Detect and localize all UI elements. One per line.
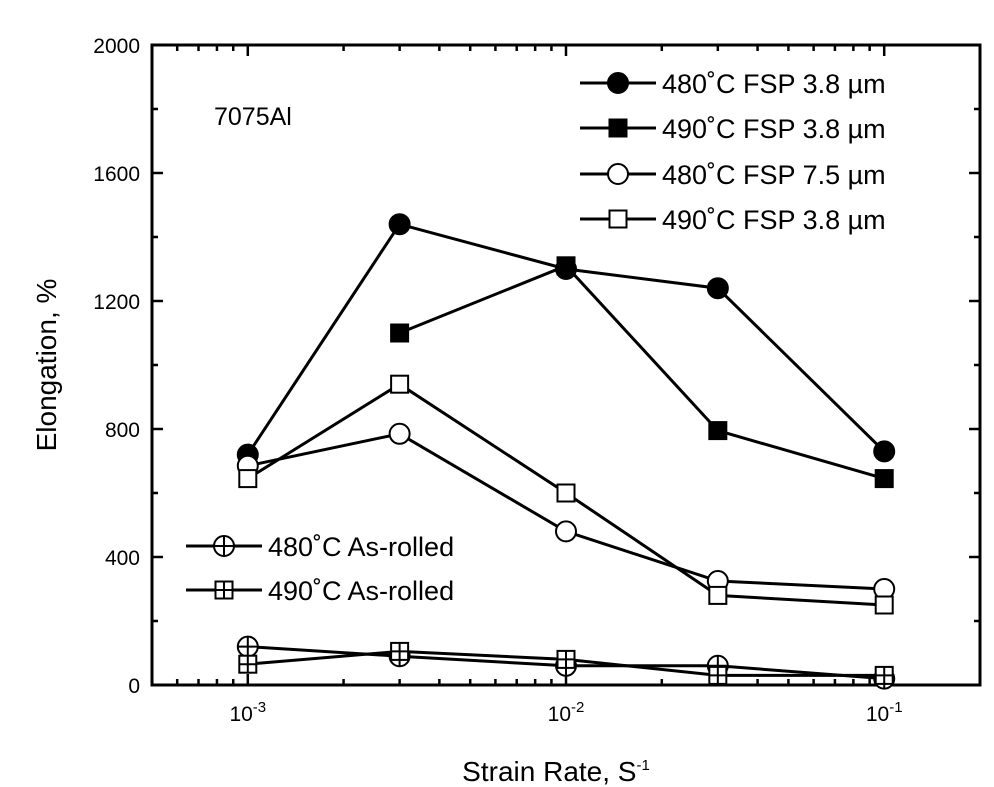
data-point-s2-2 (556, 256, 576, 276)
x-tick-exponent: -2 (571, 699, 584, 716)
data-point-s2-4 (874, 469, 894, 489)
data-point-s3-2 (388, 422, 411, 445)
legend-label: 480˚C FSP 7.5 µm (662, 160, 886, 190)
y-tick-label: 2000 (93, 35, 140, 58)
data-point-s2-1 (390, 323, 410, 343)
legend-label: 490˚C FSP 3.8 µm (662, 114, 886, 144)
x-axis-title: Strain Rate, S-1 (462, 756, 650, 787)
legend-entry-2: 490˚C FSP 3.8 µm (580, 114, 886, 144)
sample-annotation: 7075Al (214, 103, 292, 131)
data-point-s6-4 (708, 665, 728, 685)
y-tick-label: 400 (105, 547, 140, 570)
data-point-s6-3 (556, 649, 576, 669)
x-tick-label: 10-2 (548, 699, 585, 726)
y-tick-label: 1200 (93, 291, 140, 314)
data-point-s4-5 (874, 595, 894, 615)
legend-marker (608, 118, 628, 138)
legend-marker (214, 580, 234, 600)
axes-group (150, 43, 982, 687)
legend-entry-4: 490˚C FSP 3.8 µm (580, 205, 886, 235)
legend-marker (608, 209, 628, 229)
legend-label: 490˚C FSP 3.8 µm (662, 205, 886, 235)
legend-marker (607, 163, 629, 185)
data-point-s3-3 (555, 520, 577, 543)
legend-entry-1: 480˚C FSP 3.8 µm (580, 69, 886, 99)
x-tick-label: 10-3 (229, 699, 266, 726)
legend-entry-6: 490˚C As-rolled (186, 576, 454, 606)
x-tick-label: 10-1 (866, 699, 903, 726)
legend-label: 480˚C As-rolled (268, 532, 454, 562)
data-point-s4-4 (708, 585, 728, 605)
data-point-s5-1 (236, 635, 259, 658)
x-tick-base: 10 (866, 703, 889, 726)
x-axis-title-sup: -1 (636, 757, 649, 774)
series-line-3 (247, 432, 885, 591)
y-tick-label: 0 (128, 675, 140, 698)
x-tick-base: 10 (548, 703, 571, 726)
data-point-s6-1 (238, 654, 258, 674)
data-point-s6-2 (390, 641, 410, 661)
series-group (236, 213, 896, 690)
data-point-s4-1 (238, 469, 258, 489)
y-tick-label: 1600 (93, 163, 140, 186)
x-tick-exponent: -1 (889, 699, 902, 716)
data-point-s1-5 (873, 440, 896, 463)
x-tick-exponent: -3 (253, 699, 266, 716)
legend-label: 480˚C FSP 3.8 µm (662, 69, 886, 99)
legend-marker (213, 535, 235, 557)
data-point-s4-2 (390, 374, 410, 394)
x-tick-base: 10 (229, 703, 252, 726)
legend-marker (607, 72, 629, 94)
y-axis-title: Elongation, % (31, 279, 62, 452)
data-point-s1-4 (706, 277, 729, 300)
data-point-s1-2 (388, 213, 411, 236)
legend-entry-3: 480˚C FSP 7.5 µm (580, 160, 886, 190)
legend-label: 490˚C As-rolled (268, 576, 454, 606)
data-point-s4-3 (556, 483, 576, 503)
y-tick-label: 800 (105, 419, 140, 442)
legend-group: 480˚C FSP 3.8 µm 490˚C FSP 3.8 µm 480˚C FS… (186, 69, 886, 606)
data-point-s2-3 (708, 421, 728, 441)
data-point-s6-5 (874, 665, 894, 685)
x-axis-title-base: Strain Rate, S (462, 756, 636, 787)
legend-entry-5: 480˚C As-rolled (186, 532, 454, 562)
series-line-2 (399, 264, 885, 481)
